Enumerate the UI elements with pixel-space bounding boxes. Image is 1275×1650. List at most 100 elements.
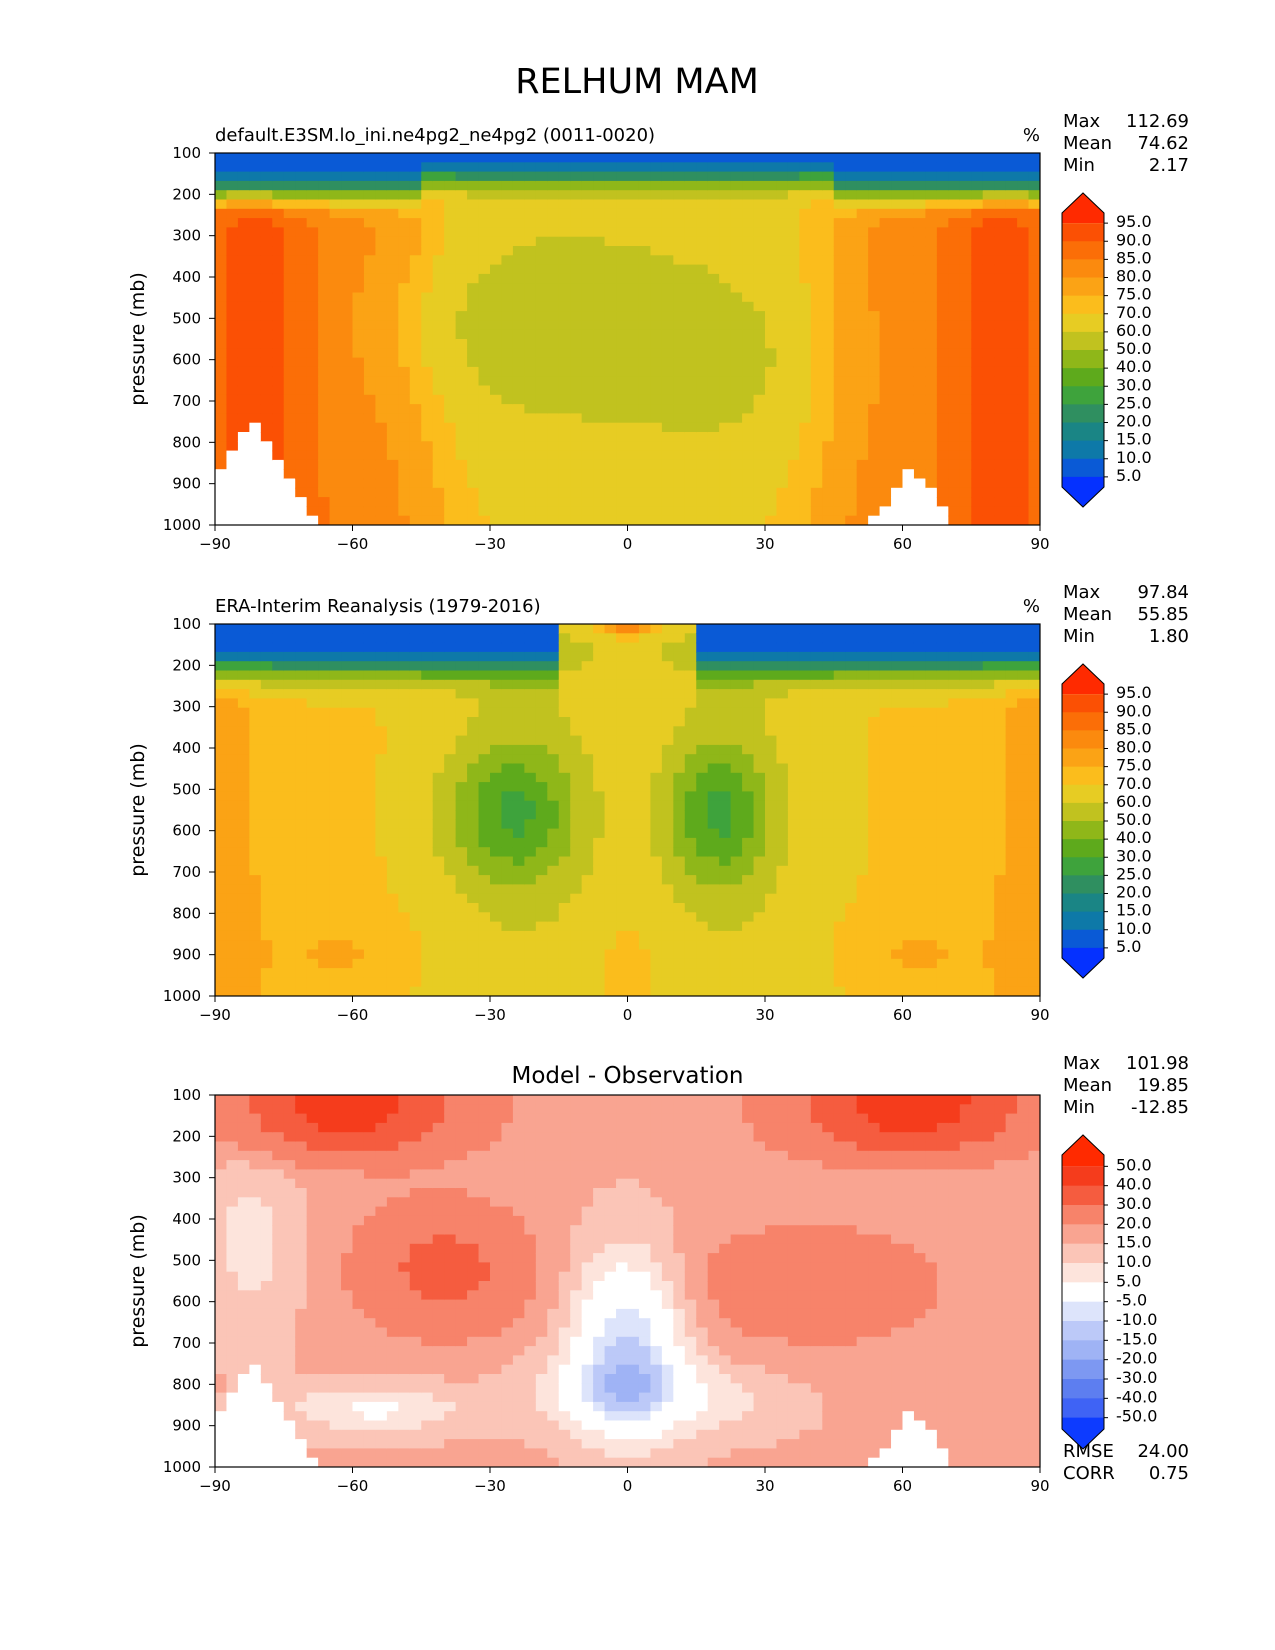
contour-cell <box>306 977 319 988</box>
contour-cell <box>570 199 583 210</box>
contour-cell <box>421 921 434 932</box>
contour-cell <box>959 320 972 331</box>
contour-cell <box>341 199 354 210</box>
contour-cell <box>730 679 743 690</box>
contour-cell <box>627 348 640 359</box>
contour-cell <box>1028 208 1040 219</box>
contour-cell <box>604 958 617 969</box>
contour-cell <box>604 292 617 303</box>
contour-cell <box>765 394 778 405</box>
contour-cell <box>776 754 789 765</box>
contour-cell <box>787 320 801 331</box>
contour-cell <box>707 791 720 802</box>
contour-cell <box>707 735 720 746</box>
contour-cell <box>432 763 445 774</box>
contour-cell <box>742 651 755 662</box>
contour-cell <box>375 301 388 312</box>
contour-cell <box>501 385 514 396</box>
contour-cell <box>375 633 388 644</box>
contour-cell <box>283 171 296 182</box>
contour-cell <box>616 670 629 681</box>
contour-cell <box>421 698 434 709</box>
contour-cell <box>215 847 228 858</box>
contour-cell <box>684 977 697 988</box>
contour-cell <box>421 940 434 951</box>
contour-cell <box>398 856 411 867</box>
contour-cell <box>776 236 789 247</box>
contour-cell <box>696 459 709 470</box>
contour-cell <box>799 478 812 489</box>
contour-cell <box>386 875 400 886</box>
contour-cell <box>616 385 629 396</box>
contour-cell <box>696 432 709 442</box>
contour-cell <box>398 469 411 480</box>
contour-cell <box>386 893 400 904</box>
contour-cell <box>638 348 652 359</box>
contour-cell <box>318 441 331 452</box>
contour-cell <box>478 329 491 340</box>
contour-cell <box>260 171 273 182</box>
contour-cell <box>581 754 594 765</box>
contour-cell <box>386 744 400 755</box>
contour-cell <box>742 311 755 322</box>
contour-cell <box>215 837 228 848</box>
contour-cell <box>913 366 927 377</box>
contour-cell <box>719 949 732 960</box>
contour-cell <box>638 735 652 746</box>
contour-cell <box>547 311 560 322</box>
contour-cell <box>868 199 881 210</box>
contour-cell <box>661 366 675 377</box>
contour-cell <box>467 199 480 210</box>
contour-cell <box>432 828 445 839</box>
contour-cell <box>444 810 457 820</box>
contour-cell <box>593 394 606 405</box>
contour-cell <box>421 450 434 461</box>
contour-cell <box>341 903 354 913</box>
contour-cell <box>673 153 686 163</box>
contour-cell <box>833 311 846 322</box>
contour-cell <box>478 772 491 783</box>
contour-cell <box>616 912 629 923</box>
contour-cell <box>398 986 411 996</box>
contour-cell <box>375 661 388 672</box>
contour-cell <box>982 264 995 275</box>
contour-cell <box>478 679 491 690</box>
contour-cell <box>730 800 743 811</box>
contour-cell <box>512 865 526 876</box>
contour-cell <box>570 875 583 886</box>
contour-cell <box>455 432 468 442</box>
contour-cell <box>1028 255 1040 266</box>
contour-cell <box>902 339 915 349</box>
contour-cell <box>730 227 743 238</box>
contour-cell <box>581 698 594 709</box>
contour-cell <box>719 413 732 424</box>
contour-cell <box>512 624 526 634</box>
contour-cell <box>707 782 720 793</box>
contour-cell <box>822 432 835 442</box>
contour-cell <box>730 624 743 634</box>
contour-cell <box>363 968 377 979</box>
contour-cell <box>627 459 640 470</box>
contour-cell <box>936 469 950 480</box>
contour-cell <box>260 246 273 256</box>
contour-cell <box>581 385 594 396</box>
contour-cell <box>868 255 881 266</box>
contour-cell <box>719 754 732 765</box>
contour-cell <box>352 236 365 247</box>
contour-cell <box>581 394 594 405</box>
contour-cell <box>490 264 503 275</box>
contour-cell <box>765 450 778 461</box>
contour-cell <box>535 856 548 867</box>
contour-cell <box>673 930 686 941</box>
contour-cell <box>707 977 720 988</box>
contour-cell <box>787 642 801 653</box>
contour-cell <box>352 949 365 960</box>
contour-cell <box>638 469 652 480</box>
contour-cell <box>627 227 640 238</box>
contour-cell <box>535 847 548 858</box>
contour-cell <box>329 339 342 349</box>
contour-cell <box>673 856 686 867</box>
contour-cell <box>753 162 766 173</box>
contour-cell <box>891 227 904 238</box>
contour-cell <box>1017 376 1030 387</box>
